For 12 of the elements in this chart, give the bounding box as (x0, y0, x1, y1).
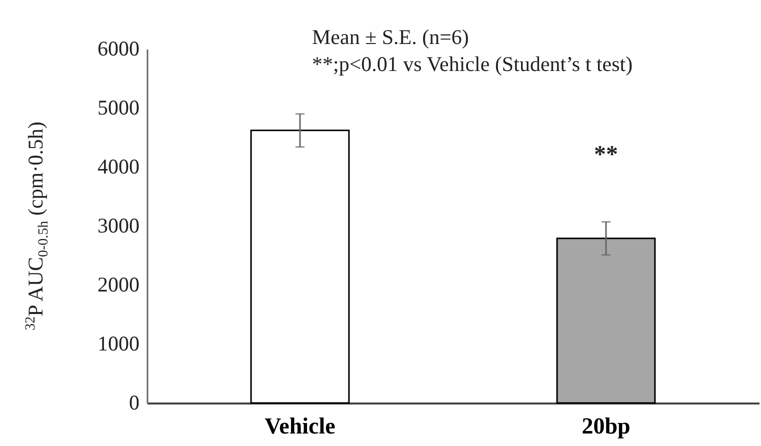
y-tick-label: 4000 (98, 154, 140, 178)
y-tick-label: 3000 (98, 214, 140, 238)
x-tick-label: Vehicle (264, 414, 336, 438)
annotation: ** (594, 142, 618, 168)
annotation: **;p<0.01 vs Vehicle (Student’s t test) (312, 52, 633, 76)
x-tick-label: 20bp (582, 414, 630, 438)
text: Mean ± S.E. (n=6) (312, 25, 469, 49)
y-tick-label: 5000 (98, 96, 140, 120)
y-tick-label: 1000 (98, 332, 140, 356)
y-tick-label: 6000 (98, 36, 140, 60)
y-tick-label: 0 (129, 390, 140, 414)
y-tick-label: 2000 (98, 272, 140, 296)
